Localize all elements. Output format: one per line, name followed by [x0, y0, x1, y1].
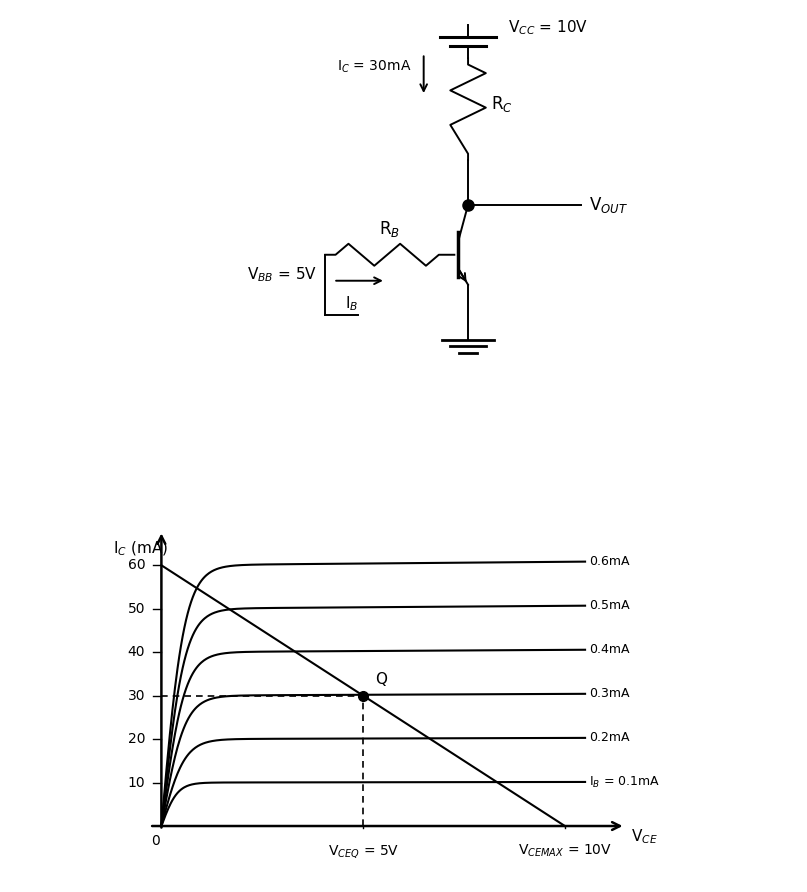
- Text: V$_{CC}$ = 10V: V$_{CC}$ = 10V: [508, 18, 588, 37]
- Text: 0: 0: [151, 834, 160, 848]
- Text: I$_B$ = 0.1mA: I$_B$ = 0.1mA: [589, 774, 660, 789]
- Text: Q: Q: [375, 672, 387, 687]
- Text: V$_{CEMAX}$ = 10V: V$_{CEMAX}$ = 10V: [518, 843, 612, 859]
- Text: V$_{CEQ}$ = 5V: V$_{CEQ}$ = 5V: [328, 843, 399, 860]
- Text: 20: 20: [128, 732, 145, 746]
- Text: V$_{OUT}$: V$_{OUT}$: [589, 194, 628, 215]
- Text: 0.3mA: 0.3mA: [589, 688, 629, 700]
- Text: 50: 50: [128, 602, 145, 615]
- Text: V$_{CE}$: V$_{CE}$: [631, 828, 659, 847]
- Text: I$_C$ (mA): I$_C$ (mA): [113, 539, 168, 558]
- Text: 60: 60: [128, 558, 145, 573]
- Text: R$_B$: R$_B$: [379, 219, 400, 239]
- Text: 0.2mA: 0.2mA: [589, 731, 629, 745]
- Text: I$_B$: I$_B$: [345, 294, 358, 313]
- Text: 0.4mA: 0.4mA: [589, 643, 629, 657]
- Text: I$_C$ = 30mA: I$_C$ = 30mA: [337, 59, 412, 76]
- Text: 0.6mA: 0.6mA: [589, 555, 629, 568]
- Text: 40: 40: [128, 645, 145, 659]
- Text: 10: 10: [128, 775, 145, 789]
- Text: V$_{BB}$ = 5V: V$_{BB}$ = 5V: [247, 266, 317, 284]
- Text: 30: 30: [128, 689, 145, 703]
- Text: R$_C$: R$_C$: [491, 95, 512, 114]
- Text: 0.5mA: 0.5mA: [589, 599, 629, 612]
